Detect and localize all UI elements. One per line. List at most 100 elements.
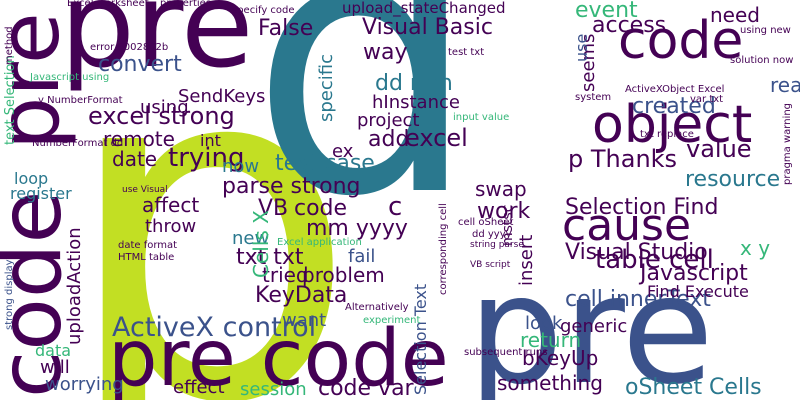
word: excel strong	[88, 102, 235, 130]
word: mstsc	[500, 205, 516, 246]
word: p Thanks	[568, 145, 677, 173]
word: add	[368, 127, 409, 152]
word: test case	[275, 151, 375, 176]
word: txt txt	[236, 245, 304, 270]
word: input value	[453, 112, 509, 123]
word: VB script	[470, 260, 511, 270]
word: code	[0, 191, 81, 398]
word: use	[572, 34, 591, 62]
word: Selection Text	[411, 284, 430, 395]
word: read	[770, 73, 800, 97]
word: parse strong	[222, 174, 361, 199]
word: specific	[316, 54, 337, 122]
word: Excel application	[277, 237, 362, 248]
word: table cell	[595, 245, 714, 275]
word: y NumberFormat	[38, 95, 123, 106]
word: date format	[118, 240, 177, 251]
word: hInstance	[372, 92, 460, 113]
word: Alternatively	[345, 302, 409, 313]
word: value	[686, 135, 752, 163]
word: date	[112, 147, 157, 171]
word: NumberFormat dd	[32, 138, 123, 149]
word: Selection Find	[565, 195, 718, 220]
word: want	[282, 310, 326, 331]
word: need	[710, 3, 760, 27]
word: work	[477, 199, 530, 224]
word: KeyData	[255, 283, 347, 308]
word: using new	[740, 25, 791, 36]
word: look	[525, 313, 563, 334]
word: Find Execute	[647, 282, 749, 301]
word: resource	[685, 167, 780, 192]
word: problem	[302, 263, 385, 287]
word: return	[520, 328, 581, 352]
word: oSheet Cells	[625, 375, 762, 400]
word: ActiveXObject Excel	[625, 84, 724, 95]
word: code	[294, 196, 347, 221]
word: effect	[173, 377, 225, 398]
word: properties	[160, 0, 211, 9]
word: subsequent runs	[464, 347, 548, 358]
word: dd yyyy	[472, 229, 512, 240]
word: error 8002802b	[90, 42, 168, 53]
word: affect	[142, 193, 199, 217]
word: test txt	[448, 47, 484, 58]
word: ActiveX control	[112, 312, 316, 343]
word: swap	[475, 177, 527, 201]
word: tried	[262, 263, 309, 287]
word: data	[35, 341, 71, 360]
word: Visual Studio	[565, 240, 708, 265]
word: text Selection	[3, 55, 18, 145]
word: VB	[258, 196, 288, 221]
word: remote	[103, 127, 175, 151]
word: d	[250, 0, 479, 275]
word: Javascript	[638, 261, 748, 286]
word: object	[592, 95, 752, 155]
word: experiment	[363, 315, 421, 326]
word: insert	[516, 235, 537, 286]
word: False	[258, 16, 313, 41]
word: trying	[168, 143, 244, 173]
word: register	[10, 184, 72, 203]
word: corresponding cell	[438, 203, 449, 295]
word: new	[232, 228, 269, 249]
word: solution now	[730, 55, 793, 66]
word: Excel worksheet	[67, 0, 149, 9]
word: use Visual	[122, 185, 168, 195]
word: SendKeys	[178, 86, 265, 107]
word: method	[4, 26, 15, 65]
word: string parse	[470, 240, 524, 250]
word: mm yyyy	[306, 216, 408, 241]
word: way	[363, 40, 408, 65]
word: seems	[578, 34, 599, 92]
word: project	[357, 110, 419, 131]
word: fail	[348, 246, 375, 267]
word: loop	[14, 169, 48, 188]
word: txt replace	[640, 129, 694, 140]
word: p	[60, 0, 358, 400]
word: strong display	[4, 259, 15, 330]
word: throw	[145, 216, 196, 237]
word: HTML table	[118, 252, 174, 263]
word: pre	[60, 0, 253, 94]
word: bKeyUp	[522, 346, 598, 370]
word: specify code	[232, 5, 295, 16]
word: worrying	[45, 374, 124, 395]
word: dd mm	[375, 71, 453, 96]
word: convert	[98, 52, 182, 77]
word: pre	[0, 12, 78, 150]
word: now	[222, 156, 259, 177]
word: cause	[562, 200, 691, 251]
word: access	[592, 13, 666, 38]
word: something	[497, 371, 603, 395]
word: using	[140, 97, 189, 118]
word: cell innerText	[565, 287, 711, 312]
word: event	[575, 0, 638, 23]
word: pre	[468, 244, 714, 400]
word: cell oSheet	[458, 217, 513, 228]
word: pragma warning	[782, 103, 793, 185]
word: created	[632, 94, 716, 119]
